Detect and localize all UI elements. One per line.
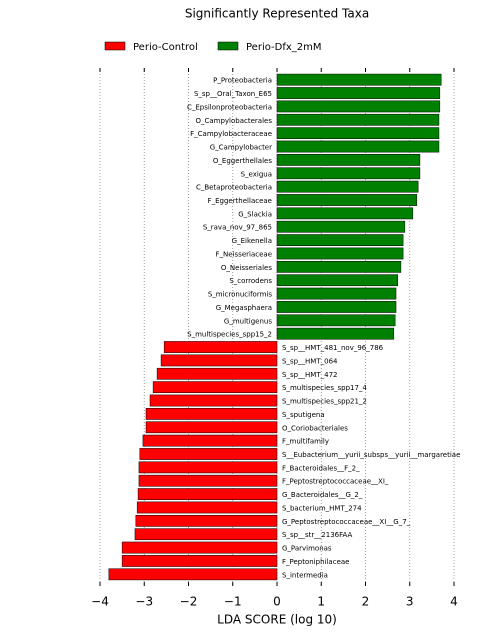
category-label: G_Parvimonas xyxy=(282,545,332,553)
x-tick-label: 1 xyxy=(317,595,325,609)
bar xyxy=(276,220,406,233)
bar xyxy=(121,555,278,567)
x-tick-label: −2 xyxy=(180,595,198,609)
category-label: O_Eggerthellales xyxy=(213,157,272,165)
legend-label: Perio-Dfx_2mM xyxy=(246,42,322,53)
category-label: S_micronuciformis xyxy=(208,291,272,299)
bar xyxy=(134,528,278,541)
category-label: G_multigenus xyxy=(224,317,272,325)
bar xyxy=(276,287,397,300)
bar xyxy=(139,448,278,460)
category-label: P_Proteobacteria xyxy=(213,77,272,85)
category-label: G_Peptostreptococcaceae__XI__G_7_ xyxy=(282,518,411,526)
bar xyxy=(156,367,278,380)
bar xyxy=(136,501,278,514)
category-label: F_Eggerthellaceae xyxy=(208,197,272,205)
bar xyxy=(276,327,395,340)
bar xyxy=(276,73,442,86)
bar xyxy=(152,381,278,394)
category-label: F_Neisseriaceae xyxy=(216,250,272,258)
category-label: F_Peptoniphilaceae xyxy=(282,558,349,566)
bar xyxy=(276,207,414,220)
category-label: S_sp__HMT_481_nov_96_786 xyxy=(282,344,384,352)
legend-swatch xyxy=(217,41,239,51)
category-label: S_sputigena xyxy=(282,411,325,419)
category-label: O_Campylobacterales xyxy=(195,117,272,125)
bar xyxy=(149,394,278,407)
category-label: S_corrodens xyxy=(229,277,272,285)
category-label: S_exigua xyxy=(241,170,272,178)
chart-title: Significantly Represented Taxa xyxy=(185,7,369,21)
bar xyxy=(276,314,396,327)
x-tick-label: −1 xyxy=(224,595,242,609)
bar xyxy=(276,247,404,260)
bar xyxy=(276,154,421,166)
bar xyxy=(276,301,397,313)
category-label: S__Eubacterium__yurii_subsps__yurii__mar… xyxy=(282,451,460,459)
bar xyxy=(276,234,404,246)
category-label: G_Megasphaera xyxy=(216,304,272,312)
bar xyxy=(145,408,278,420)
x-tick-label: 0 xyxy=(273,595,281,609)
category-label: G_Eikenella xyxy=(232,237,272,245)
x-tick-label: −4 xyxy=(91,595,109,609)
bar xyxy=(276,274,399,287)
bar xyxy=(163,341,278,353)
bar xyxy=(145,421,278,434)
category-label: O_Neisseriales xyxy=(221,264,272,272)
bar xyxy=(138,474,278,487)
category-label: G_Bacteroidales__G_2_ xyxy=(282,491,363,499)
category-label: S_multispecies_spp17_4 xyxy=(282,384,367,392)
category-label: S_sp__HMT_472 xyxy=(282,371,337,379)
bar xyxy=(135,514,278,527)
legend-swatch xyxy=(104,41,126,51)
x-tick-label: −3 xyxy=(135,595,153,609)
category-label: F_Peptostreptococcaceae__XI_ xyxy=(282,478,389,486)
bar xyxy=(276,167,421,180)
x-tick-label: 3 xyxy=(406,595,414,609)
bar xyxy=(137,488,278,500)
category-label: F_multifamily xyxy=(282,438,329,446)
bar xyxy=(138,461,278,474)
category-label: G_Campylobacter xyxy=(210,144,272,152)
x-tick-label: 2 xyxy=(362,595,370,609)
bar xyxy=(276,127,440,140)
category-label: S_bacterium_HMT_274 xyxy=(282,504,362,512)
bar xyxy=(108,568,278,581)
category-label: S_sp__HMT_064 xyxy=(282,357,338,365)
category-label: S_rava_nov_97_865 xyxy=(203,224,272,232)
category-label: G_Slackia xyxy=(238,210,272,218)
bar xyxy=(276,180,419,193)
category-label: S_intermedia xyxy=(282,571,328,579)
category-label: S_sp__Oral_Taxon_E65 xyxy=(194,90,272,98)
bar xyxy=(276,140,440,153)
bar xyxy=(276,260,402,273)
bar xyxy=(160,354,278,367)
category-label: S_multispecies_spp15_2 xyxy=(187,331,272,339)
bar xyxy=(121,541,278,554)
bar xyxy=(276,194,418,206)
bar xyxy=(142,434,278,447)
bar xyxy=(276,87,441,99)
category-label: O_Coriobacteriales xyxy=(282,424,348,432)
bar xyxy=(276,100,441,113)
category-label: F_Bacteroidales__F_2_ xyxy=(282,464,360,472)
x-axis-label: LDA SCORE (log 10) xyxy=(217,613,337,627)
category-label: C_Epsilonproteobacteria xyxy=(187,103,272,111)
category-label: S_sp__str__2136FAA xyxy=(282,531,352,539)
category-label: S_multispecies_spp21_2 xyxy=(282,398,367,406)
x-tick-label: 4 xyxy=(450,595,458,609)
category-label: C_Betaproteobacteria xyxy=(196,184,272,192)
bar xyxy=(276,113,440,126)
legend-label: Perio-Control xyxy=(133,42,198,53)
category-label: F_Campylobacteraceae xyxy=(190,130,272,138)
